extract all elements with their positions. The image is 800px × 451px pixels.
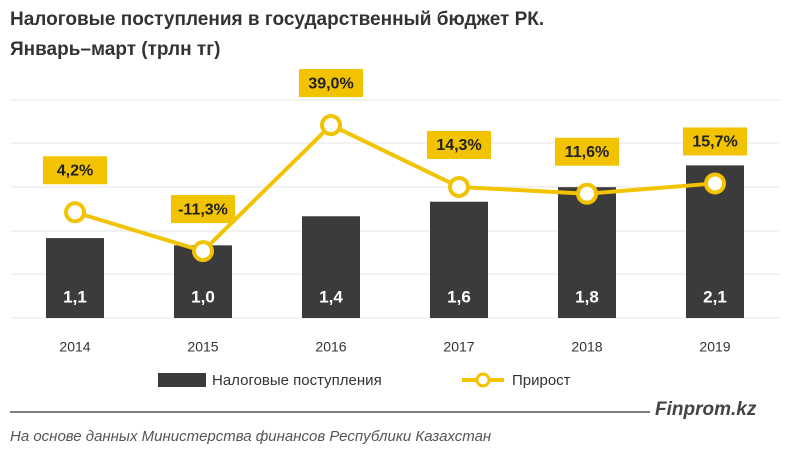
legend-swatch bbox=[158, 373, 206, 387]
line-marker bbox=[64, 201, 86, 224]
x-tick-label: 2014 bbox=[59, 339, 90, 355]
chart-subtitle: Январь–март (трлн тг) bbox=[10, 39, 220, 60]
bar-value-label: 1,8 bbox=[575, 287, 599, 306]
legend-swatch-marker bbox=[475, 372, 491, 388]
line-marker bbox=[448, 175, 470, 198]
chart-title: Налоговые поступления в государственный … bbox=[10, 9, 544, 30]
brand: Finprom.kz bbox=[655, 399, 757, 420]
label-box bbox=[683, 127, 747, 156]
bar-value-label: 1,4 bbox=[319, 287, 343, 306]
line-marker bbox=[320, 114, 342, 137]
line bbox=[74, 122, 716, 254]
line-value-label: 11,6% bbox=[565, 144, 609, 161]
x-tick-label: 2019 bbox=[699, 339, 730, 355]
line-value-label: 39,0% bbox=[308, 75, 353, 92]
source: На основе данных Министерства финансов Р… bbox=[10, 428, 491, 445]
line-marker bbox=[192, 240, 214, 263]
label-box bbox=[43, 156, 107, 185]
label-box bbox=[171, 195, 235, 224]
line-value-label: 14,3% bbox=[436, 137, 481, 154]
bar-value-label: 1,0 bbox=[191, 287, 215, 306]
x-tick-label: 2015 bbox=[187, 339, 218, 355]
bar bbox=[430, 201, 488, 318]
line-value-label: -11,3% bbox=[178, 201, 228, 218]
x-tick-label: 2018 bbox=[571, 339, 602, 355]
legend-label: Налоговые поступления bbox=[212, 372, 382, 389]
bar bbox=[46, 238, 104, 318]
line-marker bbox=[704, 172, 726, 195]
x-tick-label: 2017 bbox=[443, 339, 474, 355]
label-box bbox=[299, 69, 363, 98]
bar-value-label: 1,1 bbox=[63, 287, 87, 306]
label-box bbox=[555, 137, 619, 166]
bar-value-label: 2,1 bbox=[703, 287, 727, 306]
bar bbox=[558, 187, 616, 318]
legend-label: Прирост bbox=[512, 372, 571, 389]
label-box bbox=[427, 130, 491, 159]
line-marker bbox=[576, 182, 598, 205]
background-rules bbox=[11, 99, 779, 319]
line-value-label: 15,7% bbox=[692, 134, 737, 151]
x-tick-label: 2016 bbox=[315, 339, 346, 355]
bar-value-label: 1,6 bbox=[447, 287, 471, 306]
bar bbox=[302, 216, 360, 318]
line-value-label: 4,2% bbox=[57, 162, 93, 179]
